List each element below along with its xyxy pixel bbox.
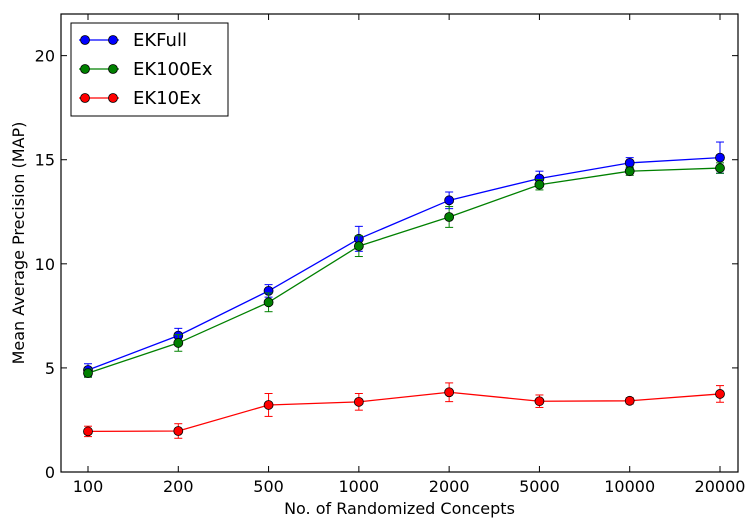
data-point [83, 426, 93, 437]
data-point [353, 241, 364, 252]
y-tick-label: 10 [35, 255, 55, 274]
data-point [173, 426, 184, 436]
x-tick-label: 5000 [519, 477, 560, 496]
data-point [83, 368, 93, 379]
series-layer [83, 141, 725, 439]
legend-label: EKFull [133, 30, 187, 51]
data-point [624, 395, 635, 406]
data-point [715, 389, 725, 399]
x-tick-label: 2000 [429, 477, 470, 496]
series-ek100ex [83, 162, 725, 379]
data-point [444, 195, 455, 206]
series-line [87, 391, 721, 433]
x-tick-label: 20000 [695, 477, 746, 496]
data-point [173, 338, 184, 348]
data-point [263, 400, 274, 410]
data-point [444, 212, 455, 222]
y-tick-label: 0 [45, 463, 55, 482]
series-ek10ex [83, 382, 725, 439]
data-point [534, 396, 545, 407]
data-point [715, 163, 725, 173]
data-point [263, 297, 274, 308]
data-point [534, 179, 545, 190]
x-tick-label: 10000 [604, 477, 655, 496]
data-point [624, 157, 635, 168]
data-point [715, 152, 725, 163]
legend-marker [80, 35, 90, 45]
y-tick-label: 20 [35, 47, 55, 66]
x-tick-label: 100 [73, 477, 104, 496]
y-axis-label: Mean Average Precision (MAP) [9, 122, 28, 365]
legend-label: EK10Ex [133, 88, 201, 109]
legend-label: EK100Ex [133, 59, 213, 80]
data-point [624, 166, 635, 177]
legend-entry: EK10Ex [79, 88, 201, 109]
legend: EKFull EK100Ex EK10Ex [70, 22, 229, 117]
legend-marker [80, 93, 90, 103]
legend-marker [108, 35, 118, 45]
legend-marker [108, 93, 118, 103]
data-point [444, 387, 455, 398]
x-tick-label: 500 [253, 477, 284, 496]
legend-entry: EKFull [79, 30, 187, 51]
data-point [353, 396, 364, 407]
x-tick-label: 200 [163, 477, 194, 496]
x-tick-label: 1000 [338, 477, 379, 496]
y-tick-label: 5 [45, 359, 55, 378]
legend-marker [80, 64, 90, 74]
legend-marker [108, 64, 118, 74]
axis-ticks: 100 200 500 1000 2000 5000 10000 20000 0 5 10 15 20 [35, 14, 746, 496]
series-line [87, 167, 721, 374]
y-tick-label: 15 [35, 151, 55, 170]
legend-entry: EK100Ex [79, 59, 213, 80]
x-axis-label: No. of Randomized Concepts [284, 499, 515, 518]
series-line [87, 156, 721, 371]
